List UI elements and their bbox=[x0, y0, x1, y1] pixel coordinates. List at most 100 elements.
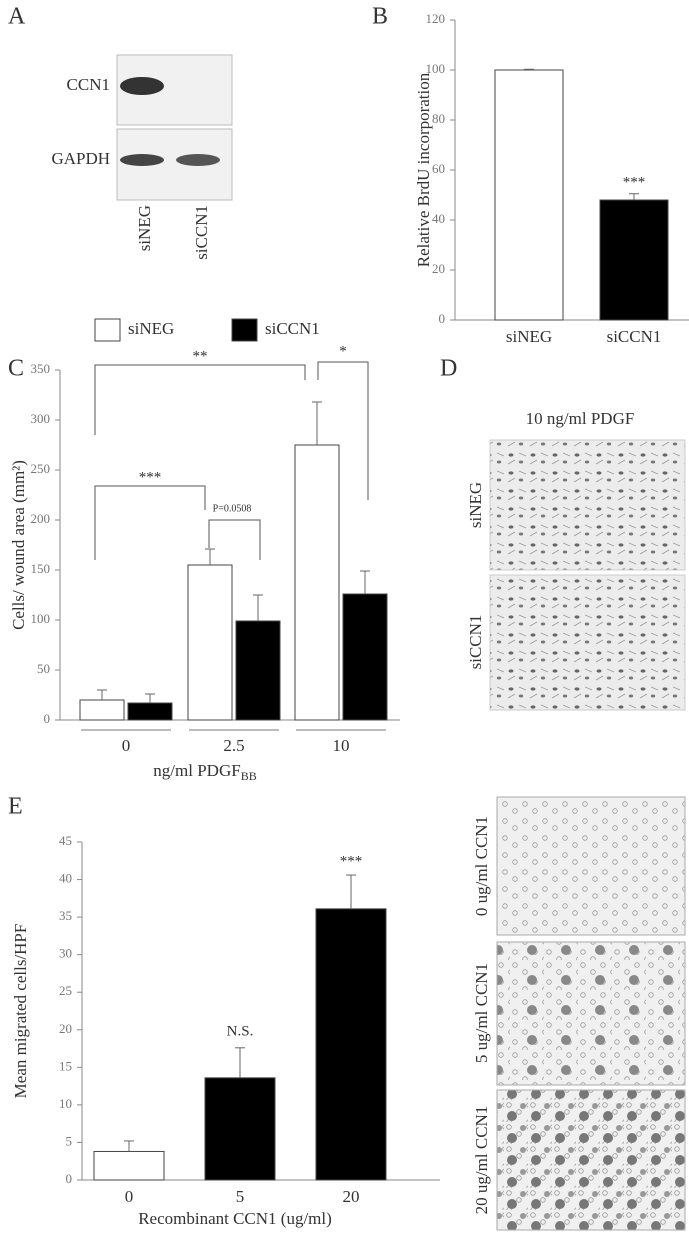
y-tick-label: 100 bbox=[31, 611, 51, 626]
bar bbox=[342, 593, 388, 721]
y-tick-label: 25 bbox=[59, 983, 72, 998]
error-bar bbox=[346, 874, 356, 909]
x-axis-label-sub: BB bbox=[241, 769, 257, 783]
x-tick-label: 0 bbox=[125, 1187, 134, 1206]
y-tick-label: 10 bbox=[59, 1096, 72, 1111]
micrograph bbox=[489, 439, 686, 571]
error-bar bbox=[235, 1047, 245, 1078]
y-axis-label: Mean migrated cells/HPF bbox=[11, 924, 30, 1099]
x-axis-label-text: ng/ml PDGF bbox=[153, 761, 240, 780]
image-row-label: siNEG bbox=[466, 482, 485, 528]
error-bar bbox=[205, 548, 215, 565]
image-row-label: siCCN1 bbox=[466, 615, 485, 670]
panel-title: 10 ng/ml PDGF bbox=[526, 409, 635, 428]
y-tick-label: 200 bbox=[31, 511, 51, 526]
y-tick-label: 50 bbox=[37, 661, 50, 676]
y-tick-label: 20 bbox=[59, 1021, 72, 1036]
bar bbox=[127, 702, 173, 721]
image-row-label: 0 ug/ml CCN1 bbox=[472, 816, 491, 916]
y-tick-label: 40 bbox=[59, 871, 72, 886]
bar bbox=[294, 444, 340, 721]
image-row-label: 5 ug/ml CCN1 bbox=[472, 963, 491, 1063]
y-tick-label: 150 bbox=[31, 561, 51, 576]
x-tick-label: 0 bbox=[122, 736, 131, 755]
significance-bracket bbox=[94, 364, 306, 435]
error-bar bbox=[524, 68, 534, 70]
x-tick-label: siNEG bbox=[506, 327, 552, 346]
y-tick-label: 15 bbox=[59, 1058, 72, 1073]
annotation: N.S. bbox=[227, 1023, 254, 1039]
error-bar bbox=[253, 594, 263, 621]
panel-label: A bbox=[8, 4, 26, 30]
y-tick-label: 0 bbox=[439, 311, 446, 326]
bar bbox=[494, 69, 564, 321]
x-tick-label: siCCN1 bbox=[607, 327, 662, 346]
y-tick-label: 350 bbox=[31, 361, 51, 376]
y-tick-label: 250 bbox=[31, 461, 51, 476]
y-axis-label: Relative BrdU incorporation bbox=[414, 72, 433, 267]
lane-label: siNEG bbox=[135, 205, 154, 251]
bar bbox=[187, 564, 233, 721]
bar bbox=[93, 1150, 165, 1181]
blot-row-label: GAPDH bbox=[51, 149, 110, 168]
annotation: ** bbox=[193, 348, 208, 364]
annotation: *** bbox=[139, 469, 162, 485]
annotation: * bbox=[339, 343, 347, 359]
bar bbox=[79, 699, 125, 721]
y-tick-label: 300 bbox=[31, 411, 51, 426]
y-tick-label: 5 bbox=[66, 1133, 73, 1148]
y-tick-label: 120 bbox=[426, 11, 446, 26]
annotation: *** bbox=[340, 853, 363, 869]
micrograph bbox=[496, 941, 686, 1086]
significance-bracket bbox=[208, 519, 261, 560]
panel-label: D bbox=[440, 356, 457, 382]
significance-bracket bbox=[317, 361, 369, 500]
legend-label: siNEG bbox=[128, 319, 174, 338]
panel-label: E bbox=[8, 794, 23, 820]
lane-label: siCCN1 bbox=[192, 205, 211, 260]
y-tick-label: 20 bbox=[432, 261, 445, 276]
legend-swatch bbox=[231, 318, 258, 342]
y-tick-label: 40 bbox=[432, 211, 445, 226]
legend-swatch bbox=[94, 318, 121, 342]
bar bbox=[599, 199, 669, 321]
error-bar bbox=[145, 693, 155, 703]
bar bbox=[204, 1077, 276, 1181]
error-bar bbox=[97, 689, 107, 700]
annotation: *** bbox=[623, 174, 646, 190]
x-axis-label: ng/ml PDGFBB bbox=[153, 761, 256, 783]
x-tick-label: 5 bbox=[236, 1187, 245, 1206]
y-tick-label: 60 bbox=[432, 161, 445, 176]
y-tick-label: 30 bbox=[59, 946, 72, 961]
bar bbox=[315, 908, 387, 1181]
blot-band bbox=[120, 77, 164, 95]
y-tick-label: 0 bbox=[66, 1171, 73, 1186]
panel-label: B bbox=[372, 4, 388, 30]
significance-bracket bbox=[94, 485, 206, 560]
x-axis-label: Recombinant CCN1 (ug/ml) bbox=[138, 1209, 332, 1228]
blot-row-label: CCN1 bbox=[67, 75, 110, 94]
blot-band bbox=[176, 154, 220, 166]
x-tick-label: 10 bbox=[333, 736, 350, 755]
y-tick-label: 100 bbox=[426, 61, 446, 76]
bar bbox=[235, 620, 281, 721]
legend-label: siCCN1 bbox=[265, 319, 320, 338]
x-tick-label: 2.5 bbox=[223, 736, 244, 755]
error-bar bbox=[629, 193, 639, 200]
blot-band bbox=[120, 154, 164, 166]
micrograph bbox=[496, 1089, 686, 1231]
x-tick-label: 20 bbox=[343, 1187, 360, 1206]
error-bar bbox=[312, 401, 322, 445]
y-tick-label: 35 bbox=[59, 908, 72, 923]
micrograph bbox=[489, 574, 686, 711]
image-row-label: 20 ug/ml CCN1 bbox=[472, 1106, 491, 1215]
micrograph bbox=[496, 796, 686, 936]
y-tick-label: 0 bbox=[44, 711, 51, 726]
y-tick-label: 80 bbox=[432, 111, 445, 126]
panel-label: C bbox=[8, 356, 24, 382]
error-bar bbox=[360, 570, 370, 594]
y-axis-label: Cells/ wound area (mm²) bbox=[9, 460, 28, 630]
annotation: P=0.0508 bbox=[213, 503, 252, 514]
x-axis-label-text: Recombinant CCN1 (ug/ml) bbox=[138, 1209, 332, 1228]
